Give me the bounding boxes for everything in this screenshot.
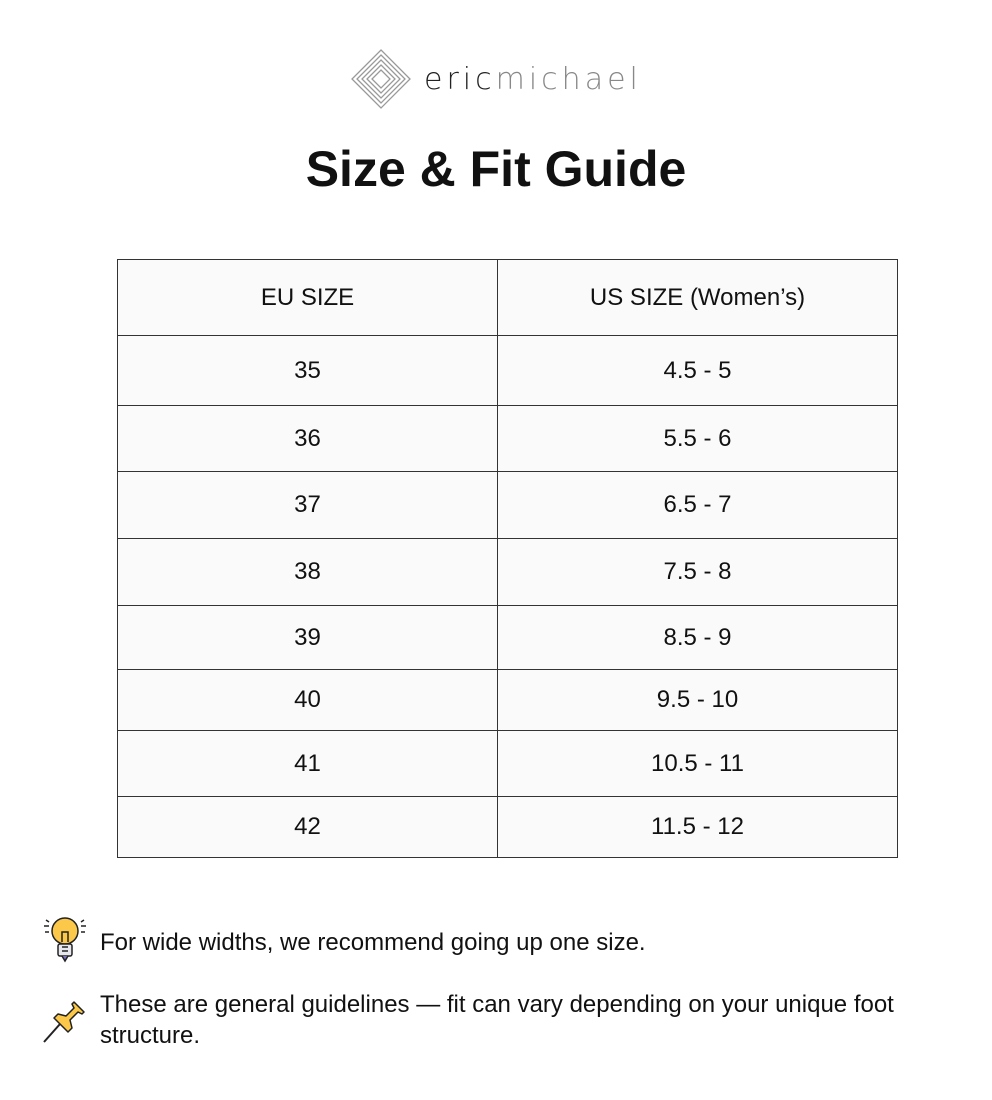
eu-size: 42	[117, 796, 498, 858]
eu-size: 37	[117, 471, 498, 539]
brand-part2: michael	[495, 61, 642, 97]
header-eu: EU SIZE	[117, 259, 498, 336]
table-header-row: EU SIZE US SIZE (Women’s)	[117, 259, 898, 336]
us-size: 11.5 - 12	[497, 796, 898, 858]
us-size: 9.5 - 10	[497, 669, 898, 731]
eu-size: 40	[117, 669, 498, 731]
us-size: 4.5 - 5	[497, 335, 898, 406]
pushpin-icon	[43, 1001, 85, 1043]
table-row: 41 10.5 - 11	[117, 730, 898, 797]
table-row: 35 4.5 - 5	[117, 335, 898, 406]
note-wide-widths: For wide widths, we recommend going up o…	[100, 929, 646, 956]
size-table: EU SIZE US SIZE (Women’s) 35 4.5 - 5 36 5.…	[117, 259, 898, 858]
diamond-logo-icon	[351, 49, 411, 109]
eu-size: 38	[117, 538, 498, 606]
brand-logo: ericmichael	[350, 48, 642, 110]
eu-size: 36	[117, 405, 498, 472]
brand-part1: eric	[424, 61, 496, 97]
us-size: 5.5 - 6	[497, 405, 898, 472]
eu-size: 41	[117, 730, 498, 797]
table-row: 39 8.5 - 9	[117, 605, 898, 670]
eu-size: 39	[117, 605, 498, 670]
table-row: 40 9.5 - 10	[117, 669, 898, 731]
note-guidelines: These are general guidelines — fit can v…	[100, 991, 894, 1049]
us-size: 7.5 - 8	[497, 538, 898, 606]
table-row: 38 7.5 - 8	[117, 538, 898, 606]
header-us: US SIZE (Women’s)	[497, 259, 898, 336]
table-row: 42 11.5 - 12	[117, 796, 898, 858]
eu-size: 35	[117, 335, 498, 406]
us-size: 8.5 - 9	[497, 605, 898, 670]
us-size: 6.5 - 7	[497, 471, 898, 539]
table-row: 37 6.5 - 7	[117, 471, 898, 539]
lightbulb-icon	[44, 917, 86, 963]
page-title: Size & Fit Guide	[305, 141, 687, 197]
table-row: 36 5.5 - 6	[117, 405, 898, 472]
us-size: 10.5 - 11	[497, 730, 898, 797]
